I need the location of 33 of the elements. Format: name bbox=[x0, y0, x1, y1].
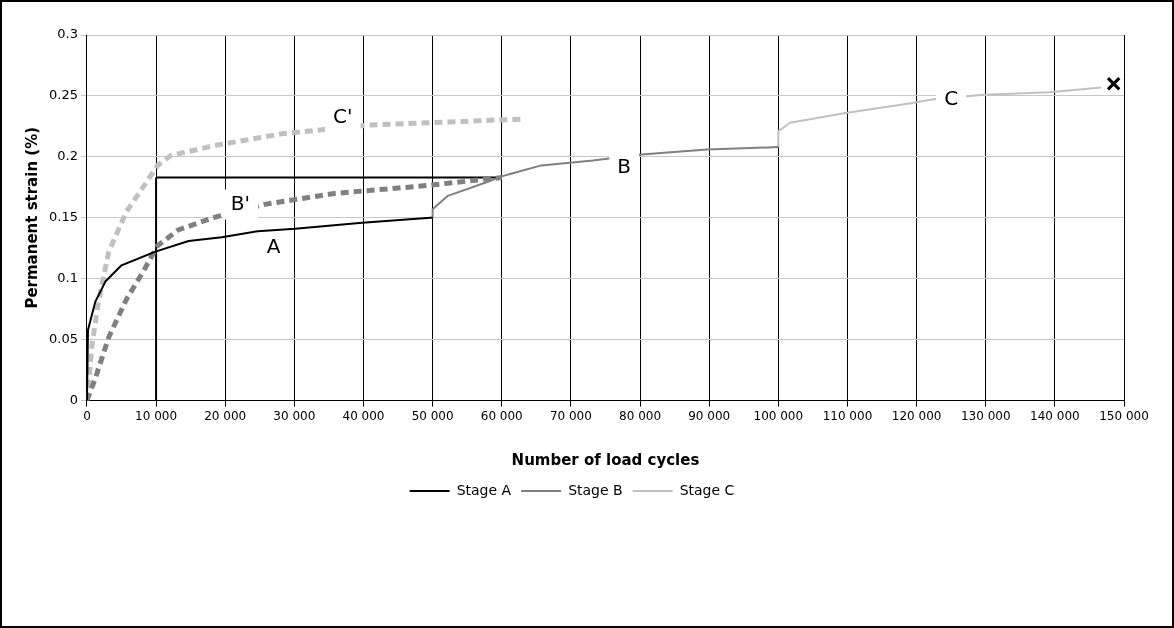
x-tick-label: 70 000 bbox=[549, 408, 592, 423]
x-tick-label: 40 000 bbox=[342, 408, 385, 423]
y-tick-label: 0 bbox=[69, 391, 78, 407]
annotation: C bbox=[944, 85, 959, 110]
x-tick-label: 150 000 bbox=[1099, 408, 1149, 423]
y-tick-label: 0.2 bbox=[57, 148, 78, 164]
annotation: B bbox=[617, 154, 632, 179]
x-tick-label: 130 000 bbox=[960, 408, 1011, 423]
y-tick-label: 0.3 bbox=[57, 26, 78, 42]
legend-label: Stage A bbox=[456, 481, 512, 498]
legend-label: Stage B bbox=[568, 481, 623, 498]
x-tick-label: 140 000 bbox=[1030, 408, 1080, 423]
x-tick-label: 10 000 bbox=[135, 408, 178, 423]
y-tick-label: 0.15 bbox=[48, 209, 78, 225]
y-tick-label: 0.1 bbox=[57, 270, 78, 286]
x-tick-label: 100 000 bbox=[753, 408, 804, 423]
x-tick-label: 0 bbox=[83, 408, 91, 423]
x-tick-label: 80 000 bbox=[619, 408, 662, 423]
y-tick-label: 0.05 bbox=[48, 331, 78, 347]
x-tick-label: 110 000 bbox=[822, 408, 873, 423]
x-tick-label: 120 000 bbox=[891, 408, 942, 423]
annotation: C' bbox=[333, 104, 353, 129]
x-axis-title: Number of load cycles bbox=[511, 450, 700, 469]
y-tick-label: 0.25 bbox=[48, 87, 78, 103]
legend-label: Stage C bbox=[679, 481, 735, 498]
annotation: A bbox=[266, 234, 281, 259]
x-tick-label: 20 000 bbox=[204, 408, 247, 423]
x-tick-label: 30 000 bbox=[273, 408, 316, 423]
annotation: B' bbox=[230, 190, 251, 215]
y-axis-title: Permanent strain (%) bbox=[22, 126, 41, 309]
x-tick-label: 90 000 bbox=[688, 408, 731, 423]
x-tick-label: 50 000 bbox=[411, 408, 454, 423]
x-tick-label: 60 000 bbox=[480, 408, 523, 423]
